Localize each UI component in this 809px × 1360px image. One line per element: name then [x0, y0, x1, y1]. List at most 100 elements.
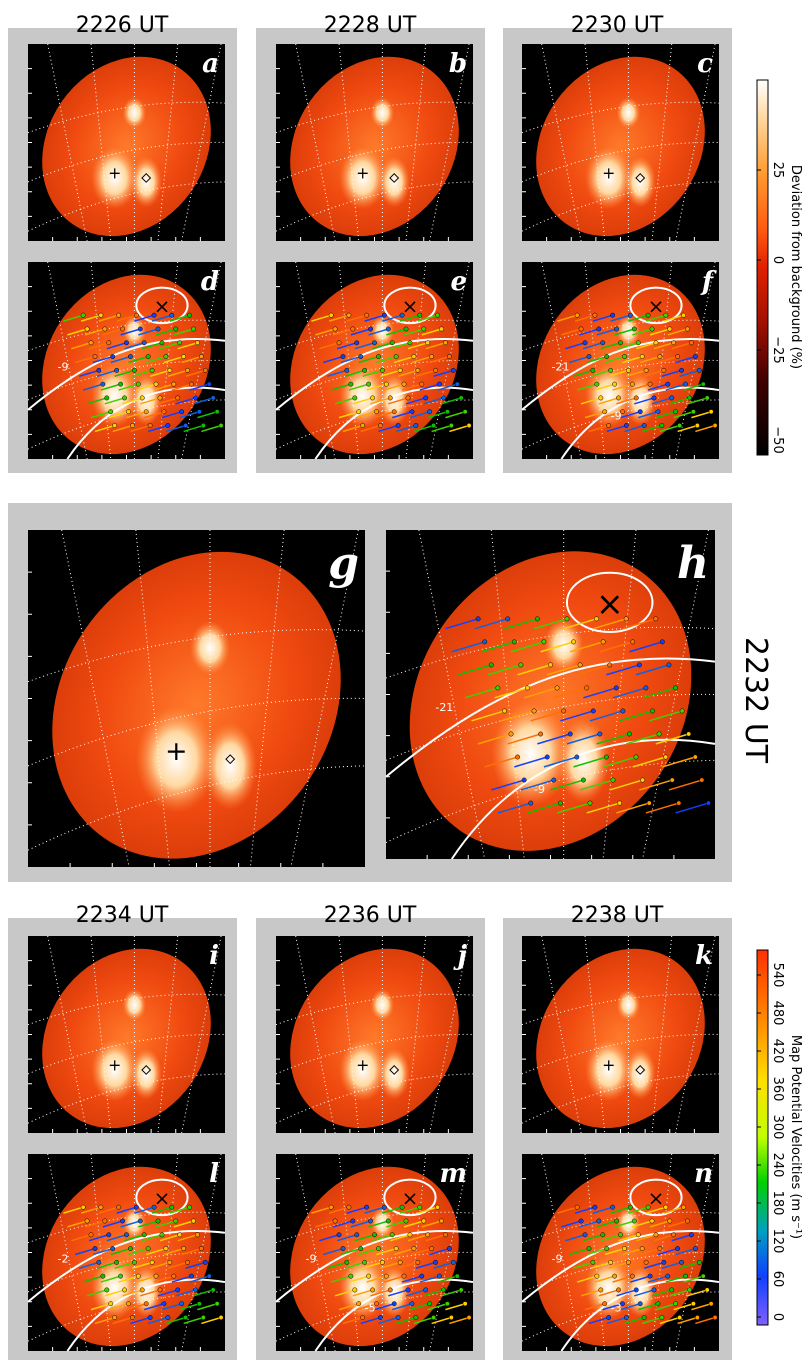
velocity-dot	[416, 1260, 420, 1264]
velocity-dot	[207, 1274, 211, 1278]
velocity-dot	[333, 327, 337, 331]
velocity-dot	[197, 1302, 201, 1306]
velocity-dot	[386, 327, 390, 331]
velocity-dot	[648, 1274, 652, 1278]
velocity-dot	[345, 1260, 349, 1264]
velocity-dot	[594, 617, 598, 621]
velocity-dot	[583, 1233, 587, 1237]
velocity-dot	[390, 1233, 394, 1237]
velocity-dot	[542, 640, 546, 644]
velocity-dot	[634, 1288, 638, 1292]
velocity-dot	[103, 327, 107, 331]
velocity-dot	[677, 801, 681, 805]
velocity-dot	[608, 368, 612, 372]
velocity-dot	[404, 327, 408, 331]
velocity-dot	[713, 1315, 717, 1319]
velocity-dot	[193, 396, 197, 400]
velocity-dot	[646, 313, 650, 317]
velocity-dot	[109, 1302, 113, 1306]
velocity-dot	[525, 686, 529, 690]
velocity-dot	[555, 686, 559, 690]
velocity-dot	[353, 1288, 357, 1292]
velocity-dot	[591, 1260, 595, 1264]
velocity-dot	[176, 396, 180, 400]
velocity-dot	[427, 1302, 431, 1306]
velocity-dot	[392, 1302, 396, 1306]
panel: ×-9-5m	[256, 1134, 494, 1360]
velocity-dot	[347, 1205, 351, 1209]
velocity-dot	[333, 1219, 337, 1223]
velocity-dot	[138, 1219, 142, 1223]
panel: ×-9d	[8, 242, 246, 487]
panel: ×e	[256, 242, 494, 487]
velocity-dot	[219, 423, 223, 427]
velocity-dot	[337, 341, 341, 345]
velocity-dot	[85, 1219, 89, 1223]
velocity-dot	[652, 396, 656, 400]
velocity-dot	[408, 341, 412, 345]
velocity-dot	[370, 396, 374, 400]
velocity-dot	[138, 327, 142, 331]
velocity-dot	[433, 368, 437, 372]
velocity-dot	[435, 1205, 439, 1209]
panel: +i	[8, 916, 246, 1161]
velocity-dot	[578, 663, 582, 667]
velocity-dot	[593, 1205, 597, 1209]
velocity-dot	[146, 354, 150, 358]
velocity-dot	[628, 313, 632, 317]
colorbar-tick-label: −25	[770, 336, 785, 363]
velocity-dot	[162, 410, 166, 414]
velocity-dot	[146, 1246, 150, 1250]
contour-label: -9	[534, 783, 545, 796]
velocity-dot	[614, 327, 618, 331]
velocity-dot	[172, 382, 176, 386]
velocity-dot	[439, 1219, 443, 1223]
velocity-dot	[97, 368, 101, 372]
velocity-dot	[128, 1246, 132, 1250]
velocity-dot	[406, 396, 410, 400]
velocity-dot	[644, 686, 648, 690]
velocity-dot	[158, 1288, 162, 1292]
velocity-dot	[400, 313, 404, 317]
velocity-dot	[673, 686, 677, 690]
velocity-dot	[105, 396, 109, 400]
velocity-dot	[459, 396, 463, 400]
velocity-dot	[99, 1205, 103, 1209]
velocity-dot	[489, 663, 493, 667]
velocity-dot	[610, 313, 614, 317]
velocity-dot	[101, 382, 105, 386]
velocity-dot	[687, 396, 691, 400]
velocity-dot	[701, 382, 705, 386]
velocity-dot	[612, 1274, 616, 1278]
velocity-dot	[683, 382, 687, 386]
velocity-dot	[189, 1274, 193, 1278]
velocity-dot	[588, 801, 592, 805]
velocity-dot	[408, 1233, 412, 1237]
velocity-dot	[152, 313, 156, 317]
velocity-dot	[357, 1302, 361, 1306]
colorbar-deviation	[757, 80, 768, 455]
colorbar-tick-label: 420	[770, 1039, 785, 1064]
velocity-dot	[691, 1302, 695, 1306]
velocity-dot	[437, 382, 441, 386]
velocity-dot	[412, 354, 416, 358]
velocity-dot	[215, 1302, 219, 1306]
velocity-dot	[449, 1315, 453, 1319]
velocity-dot	[713, 423, 717, 427]
velocity-dot	[181, 354, 185, 358]
velocity-dot	[634, 755, 638, 759]
velocity-dot	[616, 1288, 620, 1292]
velocity-dot	[140, 396, 144, 400]
velocity-dot	[170, 313, 174, 317]
velocity-dot	[112, 423, 116, 427]
velocity-dot	[154, 382, 158, 386]
velocity-dot	[368, 327, 372, 331]
contour-label: -21	[552, 360, 570, 373]
velocity-dot	[622, 354, 626, 358]
velocity-dot	[637, 663, 641, 667]
velocity-dot	[93, 1246, 97, 1250]
velocity-dot	[89, 341, 93, 345]
velocity-dot	[509, 732, 513, 736]
velocity-dot	[376, 1246, 380, 1250]
velocity-dot	[558, 801, 562, 805]
